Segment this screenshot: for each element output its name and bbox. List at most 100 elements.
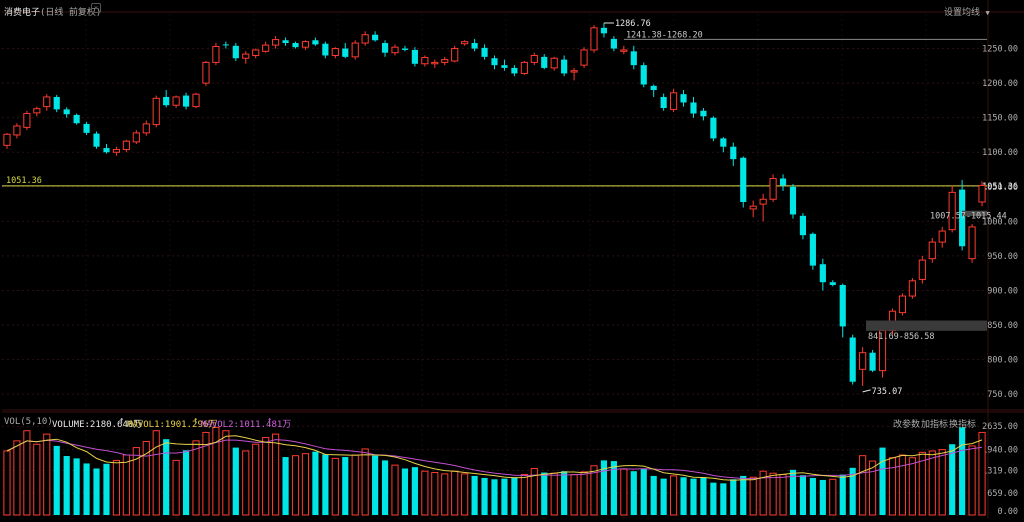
reference-line-axis-label: 1051.36 [982, 182, 1018, 192]
candle-up [670, 92, 678, 110]
candle-down [561, 59, 568, 74]
candle-down [819, 264, 826, 283]
candle-down [839, 284, 846, 327]
volume-bar-up [898, 454, 907, 516]
candle-up [530, 54, 538, 63]
volume-bar-down [232, 447, 239, 515]
volume-bar-down [690, 478, 697, 515]
price-tick-label: 850.00 [987, 321, 1018, 331]
candle-down [232, 45, 239, 59]
candle-up [172, 96, 180, 106]
mavol1-value: MAVOL1:1901.296万 [127, 420, 218, 430]
volume-bar-up [570, 474, 578, 516]
candle-up [212, 45, 220, 63]
volume-bar-up [13, 440, 21, 516]
volume-bar-up [252, 443, 260, 516]
volume-bar-down [491, 479, 498, 515]
volume-bar-up [868, 460, 877, 516]
volume-bar-down [610, 461, 617, 515]
candle-down [809, 233, 816, 266]
volume-bar-down [342, 457, 349, 515]
candle-up [112, 148, 121, 153]
volume-bar-down [700, 477, 707, 515]
candle-down [411, 49, 418, 64]
volume-bar-up [202, 431, 210, 516]
candle-down [401, 48, 409, 50]
settings-ma-button[interactable]: 设置均线 ▼ [944, 5, 990, 18]
candle-down [849, 337, 856, 382]
candle-up [351, 42, 359, 58]
candle-up [580, 49, 588, 66]
last-zone-label: 1007.57-1015.44 [930, 212, 1007, 222]
candle-up [252, 49, 260, 56]
close-icon[interactable]: × [91, 3, 101, 13]
candle-up [570, 70, 578, 73]
volume-bar-down [83, 463, 90, 515]
candle-up [43, 96, 51, 108]
volume-bar-up [928, 450, 936, 516]
candle-down [372, 34, 379, 41]
candle-down [600, 27, 608, 34]
candle-down [53, 96, 60, 110]
price-tick-label: 950.00 [987, 252, 1018, 262]
candle-up [918, 259, 926, 280]
candle-up [272, 39, 280, 46]
candle-down [720, 138, 727, 147]
volume-bar-up [520, 474, 528, 516]
candle-up [978, 184, 986, 203]
candle-up [301, 41, 310, 48]
volume-bar-up [888, 457, 897, 516]
volume-bar-down [103, 463, 110, 515]
candle-down [869, 352, 876, 371]
chevron-down-icon: ▼ [985, 9, 990, 17]
chart-title: 消费电子 [4, 8, 41, 18]
add-indicator-button[interactable]: 加指标 [921, 420, 949, 430]
candle-up [620, 49, 628, 52]
volume-bar-up [152, 430, 160, 516]
candle-up [33, 108, 41, 114]
candle-down [322, 43, 329, 56]
volume-bar-down [93, 468, 100, 515]
volume-bar-up [908, 457, 916, 516]
price-tick-label: 1100.00 [982, 148, 1018, 158]
candle-up [749, 205, 757, 210]
candle-up [262, 44, 270, 52]
candle-down [799, 215, 807, 236]
volume-bar-down [959, 427, 966, 515]
price-tick-label: 1050.00 [982, 183, 1018, 193]
candle-up [590, 27, 598, 51]
volume-bar-up [192, 440, 200, 516]
volume-bar-up [779, 474, 787, 516]
volume-bar-up [242, 450, 250, 516]
candle-down [282, 40, 289, 44]
volume-bar-up [172, 459, 180, 516]
up-arrow-icon: ↑ [193, 416, 199, 426]
volume-bar-down [789, 469, 797, 515]
mavol1-line [6, 435, 983, 481]
volume-bar-down [73, 458, 80, 515]
volume-bar-down [809, 477, 816, 515]
volume-bar-down [372, 455, 379, 515]
candle-up [192, 93, 200, 108]
volume-bar-up [769, 472, 777, 516]
low-marker-line [862, 389, 871, 393]
volume-bar-down [541, 472, 548, 515]
volume-bar-up [112, 459, 121, 516]
high-marker-label: 1286.76 [615, 19, 651, 29]
swap-indicator-button[interactable]: 换指标 [949, 420, 977, 430]
candle-up [461, 41, 469, 45]
price-tick-label: 750.00 [987, 390, 1018, 400]
volume-bar-up [23, 430, 31, 516]
volume-bar-down [839, 474, 846, 515]
volume-bar-down [53, 445, 60, 515]
volume-bar-up [938, 449, 946, 516]
candle-up [968, 226, 976, 260]
chart-subtitle: (日线 前复权) [40, 8, 102, 18]
candle-up [550, 57, 558, 69]
volume-bar-up [132, 447, 140, 516]
candle-up [13, 125, 21, 136]
change-params-button[interactable]: 改参数 [893, 420, 921, 430]
candle-down [541, 56, 548, 68]
